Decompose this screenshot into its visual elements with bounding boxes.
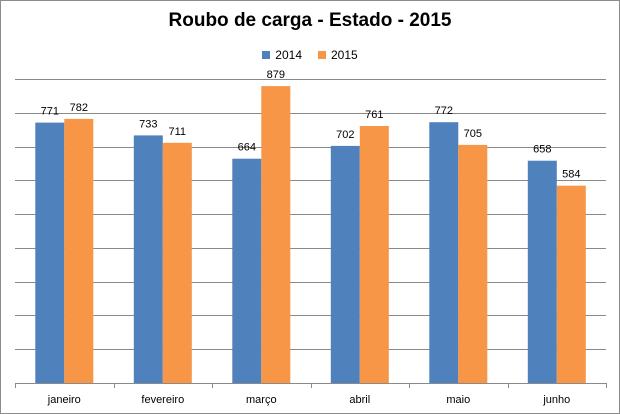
data-label-2015-junho: 584 bbox=[562, 169, 580, 181]
bar-2014-maio bbox=[429, 122, 459, 383]
bar-2014-março bbox=[232, 158, 262, 383]
x-tick-label-março: março bbox=[246, 394, 277, 406]
x-tick-label-fevereiro: fevereiro bbox=[141, 394, 184, 406]
legend-item-2014: 2014 bbox=[262, 48, 302, 62]
bar-2015-junho bbox=[556, 185, 586, 383]
bar-2015-maio bbox=[458, 144, 488, 383]
legend-label-2015: 2015 bbox=[331, 48, 358, 62]
bar-2014-janeiro bbox=[35, 122, 65, 383]
bar-2015-fevereiro bbox=[162, 142, 192, 383]
chart-legend: 2014 2015 bbox=[0, 48, 620, 62]
data-label-2015-fevereiro: 711 bbox=[169, 126, 187, 138]
x-tick-label-junho: junho bbox=[542, 394, 570, 406]
data-label-2014-maio: 772 bbox=[435, 105, 453, 117]
x-tick-label-abril: abril bbox=[349, 394, 370, 406]
legend-swatch-2015 bbox=[318, 51, 326, 59]
data-label-2014-janeiro: 771 bbox=[41, 106, 59, 118]
x-tick-label-janeiro: janeiro bbox=[47, 394, 81, 406]
data-label-2014-abril: 702 bbox=[336, 129, 354, 141]
legend-label-2014: 2014 bbox=[275, 48, 302, 62]
data-label-2014-fevereiro: 733 bbox=[139, 118, 157, 130]
data-label-2015-março: 879 bbox=[267, 69, 285, 81]
legend-swatch-2014 bbox=[262, 51, 271, 59]
data-label-2015-janeiro: 782 bbox=[70, 102, 88, 114]
data-label-2014-março: 664 bbox=[238, 142, 256, 154]
bar-2014-fevereiro bbox=[133, 135, 163, 383]
legend-item-2015: 2015 bbox=[318, 48, 358, 62]
bar-2014-junho bbox=[527, 160, 557, 383]
bar-2015-março bbox=[261, 86, 291, 383]
data-label-2015-abril: 761 bbox=[365, 109, 383, 121]
bar-2015-abril bbox=[359, 126, 389, 383]
bar-2014-abril bbox=[330, 145, 360, 383]
data-label-2014-junho: 658 bbox=[533, 144, 551, 156]
chart-title: Roubo de carga - Estado - 2015 bbox=[168, 10, 452, 31]
bar-2015-janeiro bbox=[64, 118, 94, 384]
x-tick-label-maio: maio bbox=[446, 394, 470, 406]
data-label-2015-maio: 705 bbox=[464, 128, 482, 140]
